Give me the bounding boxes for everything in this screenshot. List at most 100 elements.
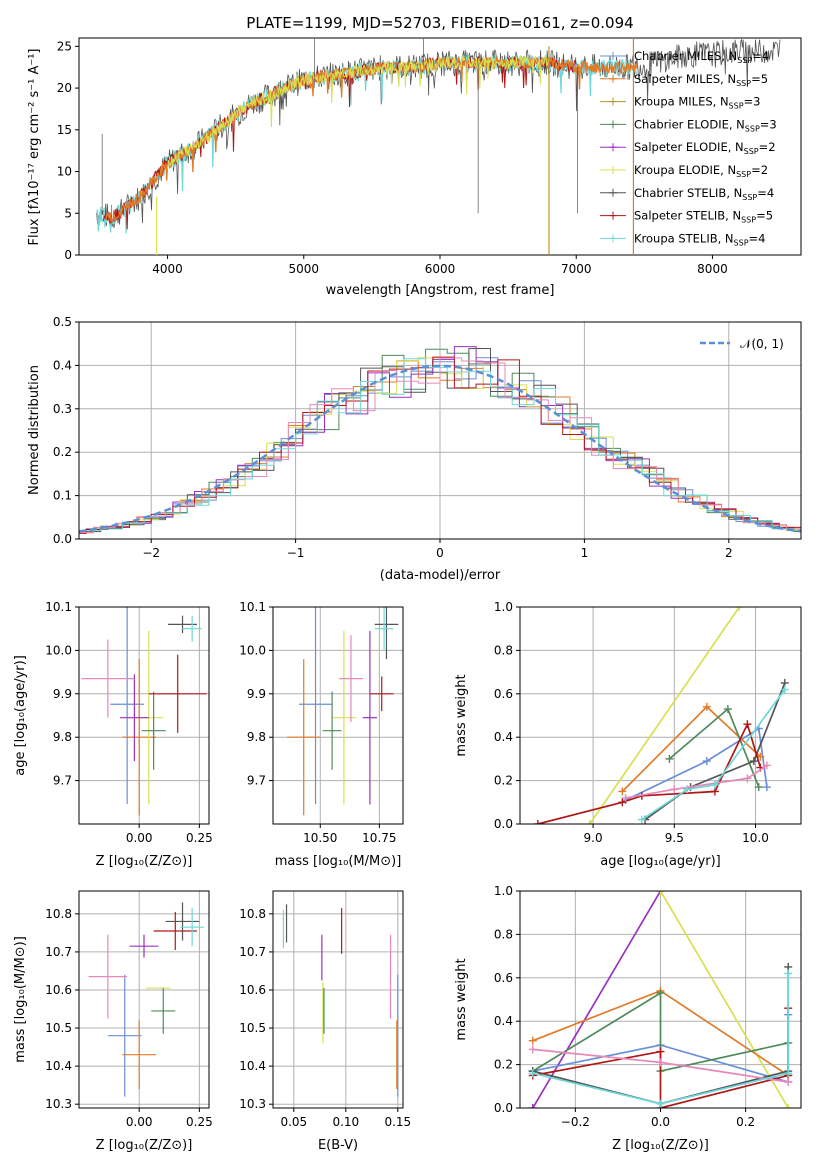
spectrum-ticks: 4000 5000 6000 7000 8000 0 5 10 15 20 25 (57, 39, 728, 276)
mass-vs-z-frame (78, 890, 210, 1109)
residual-xtick-label: 1 (581, 546, 589, 560)
spectrum-ytick-label: 5 (64, 206, 72, 220)
series-line-kroupa_stelib (641, 688, 786, 821)
legend-label-salpeter_elodie: Salpeter ELODIE, NSSP=2 (634, 140, 776, 156)
legend-label-text: Kroupa STELIB, N (634, 231, 734, 245)
ytick-label: 10.8 (239, 907, 266, 921)
legend-label-sub: SSP (736, 79, 751, 88)
gauss-curve (78, 364, 802, 533)
ytick-label: 9.9 (247, 687, 266, 701)
spectrum-xtick-label: 6000 (425, 262, 456, 276)
legend-label-sub: SSP (737, 56, 752, 65)
age-vs-mass-xlabel: mass [log₁₀(M/M⊙)] (275, 854, 402, 869)
xtick-label: 0.10 (332, 1115, 359, 1129)
legend-label-sub: SSP (745, 124, 760, 133)
hist-kroupa_stelib (79, 358, 801, 532)
mass-vs-ebv-frame (272, 890, 404, 1109)
residual-xlabel: (data-model)/error (380, 568, 501, 583)
mass-vs-ebv-panel: 0.05 0.10 0.15 10.3 10.4 10.5 10.6 10.7 10.8 E(B-… (239, 890, 411, 1153)
ytick-label: 1.0 (494, 884, 513, 898)
legend-label-text: Chabrier MILES, N (634, 49, 737, 63)
spectrum-line-kroupa_stelib (96, 52, 638, 234)
xtick-label: 0.25 (186, 831, 213, 845)
ytick-label: 0.2 (494, 1058, 513, 1072)
spectrum-xlabel: wavelength [Angstrom, rest frame] (326, 283, 555, 298)
age-vs-z-ylabel: age [log₁₀(age/yr)] (13, 655, 28, 776)
legend-label-kroupa_elodie: Kroupa ELODIE, NSSP=2 (634, 163, 768, 179)
spectrum-ytick-label: 15 (57, 123, 72, 137)
ytick-label: 0.4 (494, 730, 513, 744)
residual-ytick-label: 0.1 (53, 489, 72, 503)
legend-label-sub: SSP (734, 238, 749, 247)
ytick-label: 10.3 (239, 1097, 266, 1111)
legend-label-value: =3 (760, 117, 777, 131)
series-line-kroupa_elodie (659, 891, 789, 1108)
legend-label-kroupa_stelib: Kroupa STELIB, NSSP=4 (634, 231, 765, 247)
xtick-label: 0.15 (384, 1115, 411, 1129)
ytick-label: 9.9 (53, 687, 72, 701)
ytick-label: 10.5 (239, 1021, 266, 1035)
legend-label-value: =2 (759, 140, 776, 154)
residual-xtick-label: 0 (436, 546, 444, 560)
spectrum-xtick-label: 5000 (289, 262, 320, 276)
age-vs-z-frame (78, 606, 210, 825)
legend-label-text: Kroupa MILES, N (634, 95, 729, 109)
spectrum-line-salpeter_miles (105, 54, 639, 223)
xtick-label: 9.0 (584, 831, 603, 845)
gauss-legend-label: 𝒩(0, 1) (740, 337, 784, 351)
age-vs-mass-marks (287, 607, 399, 816)
mass-vs-z-xlabel: Z [log₁₀(Z/Z⊙)] (96, 1138, 193, 1153)
weight-vs-age-ylabel: mass weight (454, 674, 469, 756)
hist-chabrier_stelib (79, 348, 801, 533)
ytick-label: 1.0 (494, 600, 513, 614)
xtick-label: 0.05 (280, 1115, 307, 1129)
parameter-panels: 0.00 0.25 9.7 9.8 9.9 10.0 10.1 Z [log₁₀(Z/Z⊙)]… (13, 600, 802, 1153)
legend-label-sub: SSP (741, 216, 756, 225)
ytick-label: 0.4 (494, 1014, 513, 1028)
legend-label-sub: SSP (742, 193, 757, 202)
spectrum-ytick-label: 10 (57, 165, 72, 179)
residual-ticks: −2 −1 0 1 2 0.0 0.1 0.2 0.3 0.4 0.5 (53, 315, 733, 560)
legend-label-salpeter_stelib: Salpeter STELIB, NSSP=5 (634, 209, 773, 225)
xtick-label: 10.50 (303, 831, 337, 845)
mass-vs-z-marks (88, 902, 205, 1097)
legend-label-value: =4 (752, 49, 769, 63)
mass-vs-ebv-xlabel: E(B-V) (318, 1138, 358, 1153)
figure-title: PLATE=1199, MJD=52703, FIBERID=0161, z=0… (246, 14, 633, 32)
weight-vs-z-xlabel: Z [log₁₀(Z/Z⊙)] (612, 1138, 709, 1153)
age-vs-mass-frame (272, 606, 404, 825)
weight-vs-age-frame (519, 606, 802, 825)
ytick-label: 9.7 (247, 774, 266, 788)
spectrum-panel: 4000 5000 6000 7000 8000 0 5 10 15 20 25 wavelengt… (27, 37, 802, 298)
legend-label-chabrier_stelib: Chabrier STELIB, NSSP=4 (634, 186, 774, 202)
series-line-chabrier_elodie (668, 707, 760, 788)
ytick-label: 0.0 (494, 1101, 513, 1115)
xtick-label: 0.00 (126, 831, 153, 845)
spectrum-ylabel: Flux [fλ10⁻¹⁷ erg cm⁻² s⁻¹ A⁻¹] (27, 49, 42, 246)
legend-label-value: =3 (744, 95, 761, 109)
legend-label-text: Kroupa ELODIE, N (634, 163, 736, 177)
residual-ytick-label: 0.3 (53, 402, 72, 416)
mass-vs-ebv-marks (282, 904, 399, 1097)
legend-label-sub: SSP (729, 102, 744, 111)
spectrum-line-kroupa_elodie (167, 55, 549, 169)
series-line-kroupa_elodie (589, 607, 740, 824)
age-vs-mass-panel: 10.50 10.75 9.7 9.8 9.9 10.0 10.1 mass [log₁₀(M… (239, 600, 404, 869)
residual-xtick-label: −1 (287, 546, 305, 560)
residual-panel: −2 −1 0 1 2 0.0 0.1 0.2 0.3 0.4 0.5 (data-model)/e… (27, 315, 802, 583)
ytick-label: 0.8 (494, 927, 513, 941)
weight-vs-age-xlabel: age [log₁₀(age/yr)] (600, 854, 721, 869)
ytick-label: 9.7 (53, 774, 72, 788)
legend-label-chabrier_elodie: Chabrier ELODIE, NSSP=3 (634, 117, 777, 133)
ytick-label: 10.5 (45, 1021, 72, 1035)
legend-label-text: Salpeter ELODIE, N (634, 140, 744, 154)
legend-label-sub: SSP (736, 170, 751, 179)
age-vs-z-xlabel: Z [log₁₀(Z/Z⊙)] (96, 854, 193, 869)
legend-label-text: Salpeter MILES, N (634, 72, 736, 86)
ytick-label: 10.7 (45, 945, 72, 959)
legend-label-text: Salpeter STELIB, N (634, 209, 741, 223)
legend-label-kroupa_miles: Kroupa MILES, NSSP=3 (634, 95, 760, 111)
residual-xtick-label: −2 (142, 546, 160, 560)
